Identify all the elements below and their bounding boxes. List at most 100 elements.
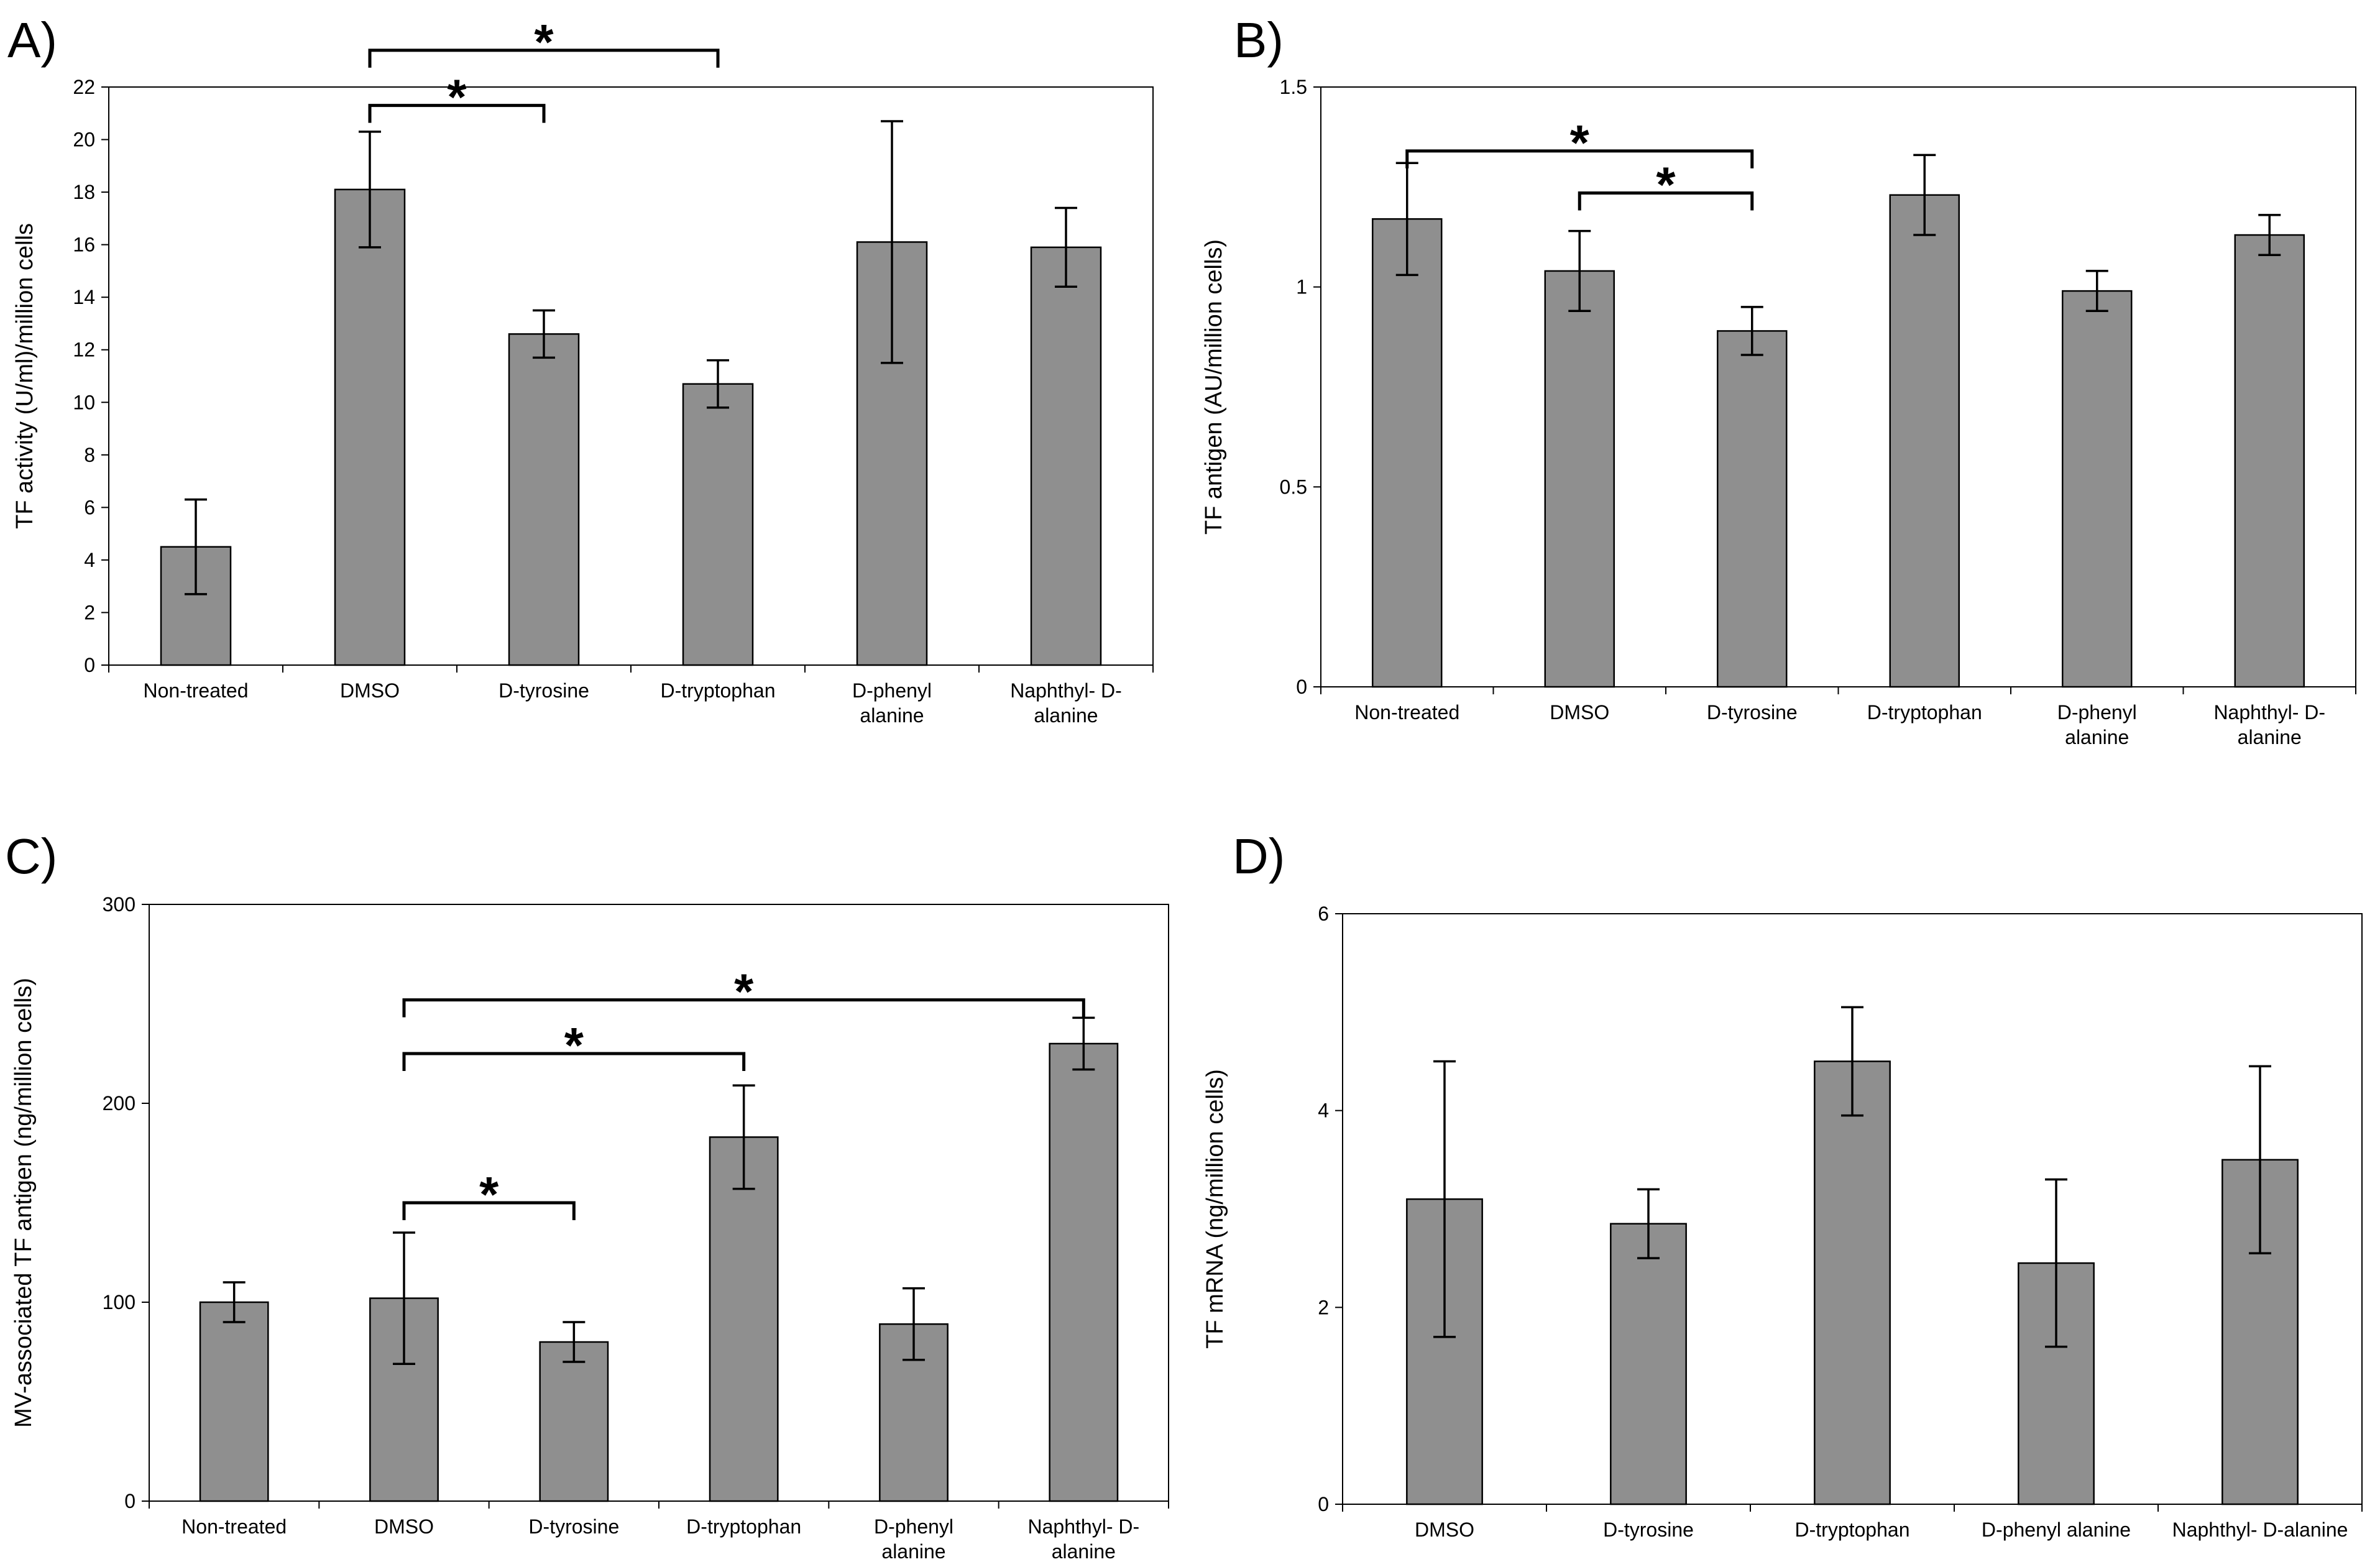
- category-label: D-tyrosine: [499, 679, 589, 702]
- category-label: D-tryptophan: [1795, 1519, 1910, 1541]
- y-tick-label: 8: [84, 444, 95, 466]
- y-tick-label: 1.5: [1280, 76, 1307, 98]
- plot-frame: [1320, 86, 2356, 687]
- y-axis-title: TF antigen (AU/million cells): [1201, 239, 1227, 535]
- y-tick-label: 0: [124, 1490, 136, 1512]
- panel-d-tf-mrna: D) 0 2 4 6 DMSO D-tyrosine D-tryptophan D-phenyl…: [1184, 802, 2380, 1567]
- y-tick-label: 20: [73, 129, 95, 151]
- bar: [2234, 234, 2305, 688]
- plot-frame: [149, 904, 1169, 1502]
- category-label: alanine: [881, 1540, 945, 1563]
- bar: [1030, 246, 1102, 666]
- chart-svg-D: D) 0 2 4 6 DMSO D-tyrosine D-tryptophan D-phenyl…: [1202, 829, 2363, 1541]
- significance-bracket: [368, 48, 720, 68]
- y-tick-label: 4: [1318, 1100, 1329, 1122]
- category-label: Non-treated: [144, 679, 249, 702]
- significance-bracket: [1405, 149, 1754, 168]
- y-axis-title: TF mRNA (ng/million cells): [1202, 1069, 1228, 1349]
- significance-asterisk: *: [1656, 157, 1676, 212]
- significance-asterisk: *: [534, 14, 554, 70]
- category-label: D-tyrosine: [528, 1515, 619, 1538]
- significance-bracket: [402, 998, 1085, 1018]
- category-label: D-tryptophan: [686, 1515, 801, 1538]
- bar: [199, 1301, 269, 1502]
- bar: [508, 333, 580, 666]
- bar: [1814, 1060, 1891, 1505]
- category-label: Naphthyl- D-alanine: [2172, 1519, 2348, 1541]
- category-label: alanine: [2238, 726, 2302, 748]
- y-tick-label: 2: [84, 601, 95, 623]
- bar: [1049, 1042, 1119, 1502]
- panel-c-mv-associated-tf-antigen: C) 0 100 200 300 Non-treated DMSO D-tyrosine D-t…: [0, 802, 1184, 1567]
- chart-svg-B: B) 0 0.5 1 1.5 Non-treated DMSO D-tyrosine D-try…: [1201, 12, 2356, 748]
- category-label: Naphthyl- D-: [1010, 679, 1122, 702]
- bar: [682, 383, 754, 666]
- bar: [539, 1341, 609, 1502]
- y-tick-label: 6: [84, 496, 95, 518]
- bar: [2062, 290, 2133, 688]
- chart-svg-A: A) 0 2 4 6 8 10 12 14 16 18 20 22 Non-treated DMSO D-ty…: [7, 12, 1154, 727]
- bar: [1717, 330, 1788, 688]
- panel-label: C): [5, 829, 57, 884]
- category-label: DMSO: [374, 1515, 434, 1538]
- category-label: DMSO: [340, 679, 400, 702]
- category-label: Naphthyl- D-: [1028, 1515, 1140, 1538]
- y-tick-label: 300: [103, 893, 136, 916]
- y-tick-label: 1: [1296, 276, 1307, 298]
- y-tick-label: 0: [1296, 676, 1307, 698]
- category-label: alanine: [1034, 704, 1098, 727]
- bar: [1544, 270, 1615, 688]
- category-label: D-phenyl: [874, 1515, 953, 1538]
- bar: [1610, 1223, 1687, 1505]
- category-label: Non-treated: [1354, 701, 1459, 724]
- category-label: alanine: [860, 704, 924, 727]
- y-tick-label: 18: [73, 181, 95, 203]
- category-label: D-phenyl alanine: [1982, 1519, 2131, 1541]
- significance-bracket: [402, 1201, 576, 1220]
- category-label: D-tryptophan: [661, 679, 776, 702]
- bar: [1372, 218, 1443, 688]
- significance-bracket: [368, 104, 546, 123]
- y-tick-label: 12: [73, 339, 95, 361]
- category-label: Non-treated: [181, 1515, 287, 1538]
- significance-bracket: [1578, 191, 1754, 211]
- category-label: D-phenyl: [852, 679, 932, 702]
- y-axis-title: MV-associated TF antigen (ng/million cel…: [11, 978, 37, 1428]
- panel-b-tf-antigen: B) 0 0.5 1 1.5 Non-treated DMSO D-tyrosine D-try…: [1184, 0, 2380, 802]
- category-label: alanine: [1052, 1540, 1116, 1563]
- y-tick-label: 22: [73, 76, 95, 98]
- panel-label: B): [1234, 12, 1284, 68]
- y-tick-label: 16: [73, 234, 95, 256]
- significance-bracket: [402, 1052, 746, 1071]
- category-label: DMSO: [1550, 701, 1609, 724]
- bar: [334, 188, 406, 666]
- y-tick-label: 0: [1318, 1493, 1329, 1515]
- y-tick-label: 6: [1318, 903, 1329, 925]
- bar: [1889, 194, 1960, 688]
- y-tick-label: 4: [84, 549, 95, 571]
- y-tick-label: 200: [103, 1092, 136, 1114]
- plot-frame: [108, 86, 1154, 666]
- category-label: D-tryptophan: [1867, 701, 1982, 724]
- category-label: D-tyrosine: [1707, 701, 1798, 724]
- category-label: D-phenyl: [2057, 701, 2137, 724]
- panel-a-tf-activity: A) 0 2 4 6 8 10 12 14 16 18 20 22 Non-treated DMSO D-ty…: [0, 0, 1184, 802]
- panel-label: A): [7, 12, 57, 68]
- significance-asterisk: *: [734, 964, 754, 1019]
- y-tick-label: 10: [73, 391, 95, 413]
- bar: [709, 1136, 779, 1502]
- category-label: Naphthyl- D-: [2213, 701, 2325, 724]
- panel-label: D): [1233, 829, 1285, 884]
- significance-asterisk: *: [564, 1018, 584, 1073]
- category-label: alanine: [2065, 726, 2129, 748]
- y-tick-label: 14: [73, 286, 95, 308]
- significance-asterisk: *: [447, 70, 467, 125]
- category-label: DMSO: [1415, 1519, 1474, 1541]
- category-label: D-tyrosine: [1603, 1519, 1694, 1541]
- y-tick-label: 0: [84, 654, 95, 676]
- y-tick-label: 0.5: [1280, 476, 1307, 498]
- y-axis-title: TF activity (U/ml)/million cells: [12, 223, 38, 529]
- significance-asterisk: *: [479, 1167, 499, 1222]
- y-tick-label: 2: [1318, 1296, 1329, 1318]
